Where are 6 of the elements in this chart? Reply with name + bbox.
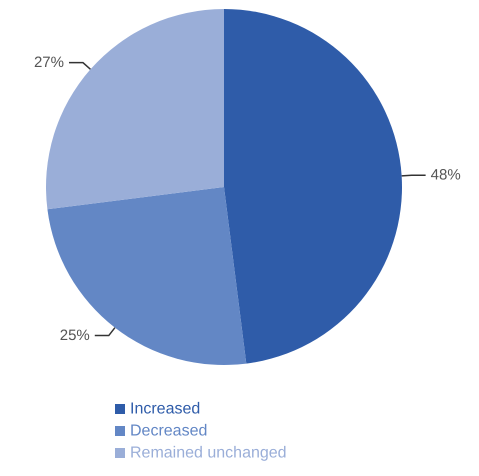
data-label: 48% [430, 166, 461, 184]
data-label: 27% [34, 54, 64, 72]
legend-label: Remained unchanged [130, 444, 287, 462]
legend-label: Increased [130, 400, 200, 418]
legend-label: Decreased [130, 422, 208, 440]
data-label: 25% [60, 327, 90, 344]
